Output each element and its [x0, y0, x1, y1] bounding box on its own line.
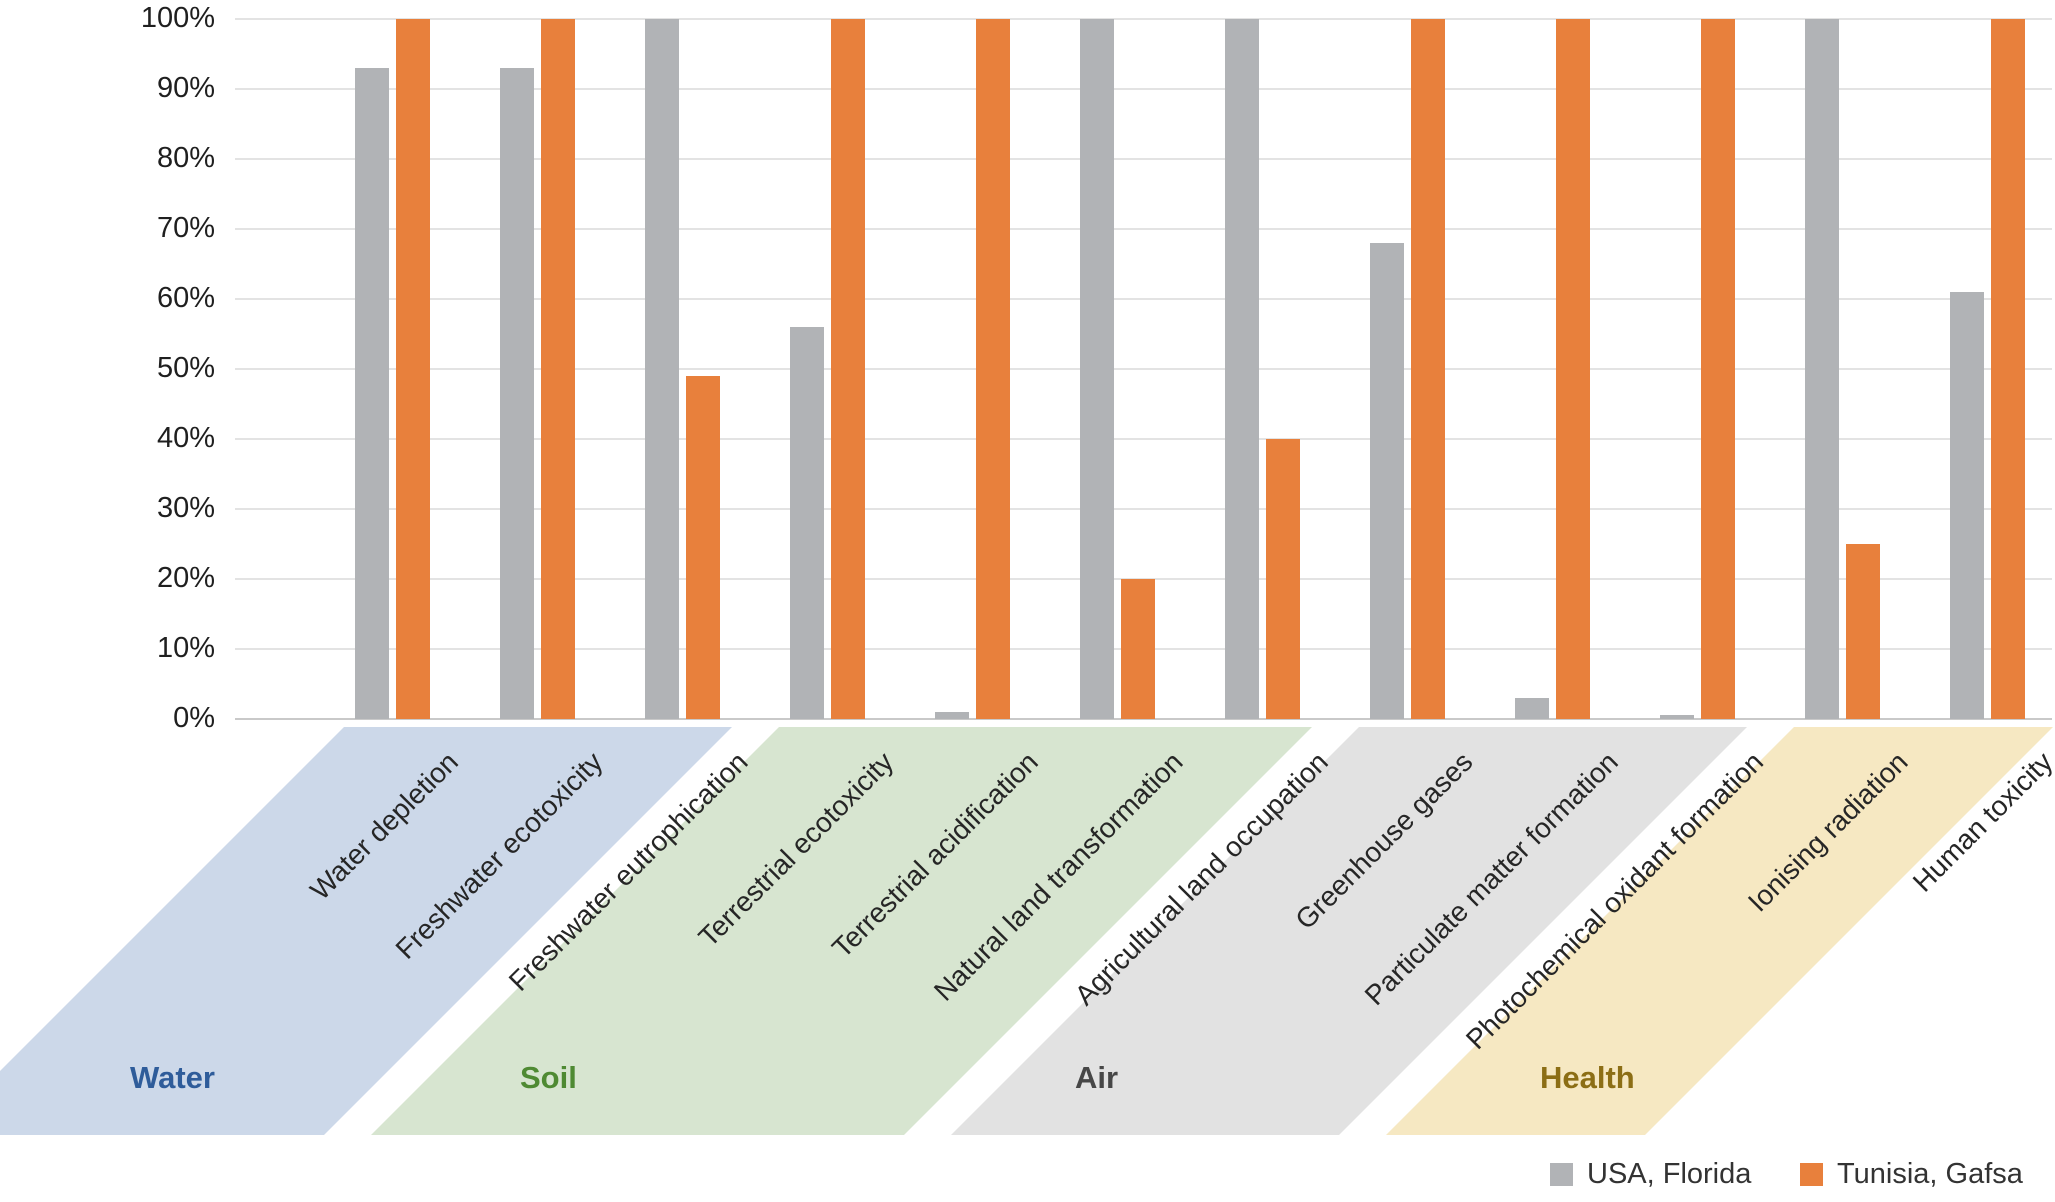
y-axis-tick-label: 50%	[156, 352, 215, 384]
y-axis-tick-label: 0%	[173, 702, 215, 734]
legend-swatch-tunisia-gafsa	[1800, 1163, 1823, 1186]
bar-usa-florida	[645, 19, 679, 719]
bar-usa-florida	[1080, 19, 1114, 719]
legend-swatch-usa-florida	[1550, 1163, 1573, 1186]
bar-tunisia-gafsa	[1121, 579, 1155, 719]
gridline	[235, 438, 2052, 440]
y-axis-tick-label: 100%	[140, 2, 215, 34]
bar-usa-florida	[790, 327, 824, 719]
x-axis-baseline	[235, 718, 2052, 720]
bar-tunisia-gafsa	[396, 19, 430, 719]
bar-tunisia-gafsa	[1991, 19, 2025, 719]
legend-item: USA, Florida	[1550, 1158, 1751, 1191]
gridline	[235, 228, 2052, 230]
bar-usa-florida	[500, 68, 534, 719]
y-axis-tick-label: 70%	[156, 212, 215, 244]
bar-usa-florida	[1805, 19, 1839, 719]
bar-usa-florida	[1950, 292, 1984, 719]
gridline	[235, 298, 2052, 300]
bar-usa-florida	[1225, 19, 1259, 719]
bar-tunisia-gafsa	[1701, 19, 1735, 719]
group-label-health: Health	[1540, 1060, 1635, 1095]
bar-tunisia-gafsa	[686, 376, 720, 719]
bar-tunisia-gafsa	[1411, 19, 1445, 719]
y-axis-tick-label: 30%	[156, 492, 215, 524]
bar-tunisia-gafsa	[976, 19, 1010, 719]
y-axis-tick-label: 80%	[156, 142, 215, 174]
legend-label: USA, Florida	[1587, 1158, 1752, 1190]
gridline	[235, 368, 2052, 370]
bar-tunisia-gafsa	[1266, 439, 1300, 719]
bar-tunisia-gafsa	[1846, 544, 1880, 719]
bar-usa-florida	[1660, 715, 1694, 719]
gridline	[235, 18, 2052, 20]
group-label-air: Air	[1075, 1060, 1119, 1095]
y-axis-tick-label: 40%	[156, 422, 215, 454]
bar-tunisia-gafsa	[1556, 19, 1590, 719]
y-axis-tick-label: 10%	[156, 632, 215, 664]
bar-usa-florida	[1515, 698, 1549, 719]
y-axis-tick-label: 90%	[156, 72, 215, 104]
gridline	[235, 88, 2052, 90]
bar-usa-florida	[1370, 243, 1404, 719]
gridline	[235, 508, 2052, 510]
y-axis-tick-label: 60%	[156, 282, 215, 314]
bar-usa-florida	[935, 712, 969, 719]
gridline	[235, 158, 2052, 160]
group-label-soil: Soil	[520, 1060, 577, 1095]
bar-tunisia-gafsa	[831, 19, 865, 719]
bar-usa-florida	[355, 68, 389, 719]
y-axis-tick-label: 20%	[156, 562, 215, 594]
legend-label: Tunisia, Gafsa	[1837, 1158, 2023, 1190]
legend-item: Tunisia, Gafsa	[1800, 1158, 2023, 1191]
bar-tunisia-gafsa	[541, 19, 575, 719]
group-label-water: Water	[130, 1060, 215, 1095]
